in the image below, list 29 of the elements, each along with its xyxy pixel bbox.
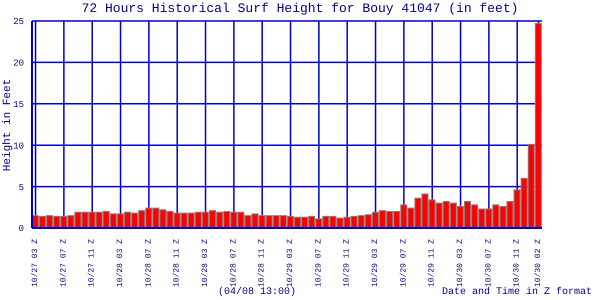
x-tick-label: 10/29 07 Z <box>314 238 324 288</box>
x-tick-label: 10/30 11 Z <box>512 238 522 288</box>
x-tick-label: 10/29 07 Z <box>399 238 408 288</box>
x-tick-label: 10/29 03 Z <box>286 238 296 288</box>
x-tick-label: 10/29 11 Z <box>428 238 437 288</box>
y-tick-label: 20 <box>13 58 24 69</box>
x-tick-label: 10/30 03 Z <box>456 238 466 288</box>
x-tick-label: 10/27 11 Z <box>88 238 97 288</box>
y-tick-label: 5 <box>18 182 24 193</box>
y-tick-label: 25 <box>13 17 24 28</box>
x-tick-label: 10/28 03 Z <box>116 238 126 288</box>
y-axis-title: Height in Feet <box>1 78 14 174</box>
x-tick-label: 10/28 11 Z <box>258 238 267 288</box>
x-tick-label: 10/28 11 Z <box>172 238 182 288</box>
x-tick-label: 10/30 02 Z <box>534 238 543 288</box>
x-tick-label: 10/28 07 Z <box>229 238 238 288</box>
y-tick-label: 15 <box>13 100 24 110</box>
x-axis-title: Date and Time in Z format <box>442 287 592 298</box>
x-tick-label: 10/27 03 Z <box>31 238 40 288</box>
x-tick-label: 10/29 03 Z <box>371 238 380 288</box>
x-tick-label: 10/28 03 Z <box>201 238 210 288</box>
x-tick-label: 10/29 11 Z <box>342 238 352 288</box>
x-tick-label: 10/27 07 Z <box>59 238 68 288</box>
y-tick-label: 0 <box>18 224 24 234</box>
y-tick-label: 10 <box>13 141 24 152</box>
x-tick-label: 10/30 07 Z <box>484 238 494 288</box>
chart-title: 72 Hours Historical Surf Height for Bouy 41047 (in feet) <box>80 0 520 18</box>
text: (04/08 13:00) <box>218 287 296 298</box>
x-tick-label: 10/28 07 Z <box>144 238 154 288</box>
